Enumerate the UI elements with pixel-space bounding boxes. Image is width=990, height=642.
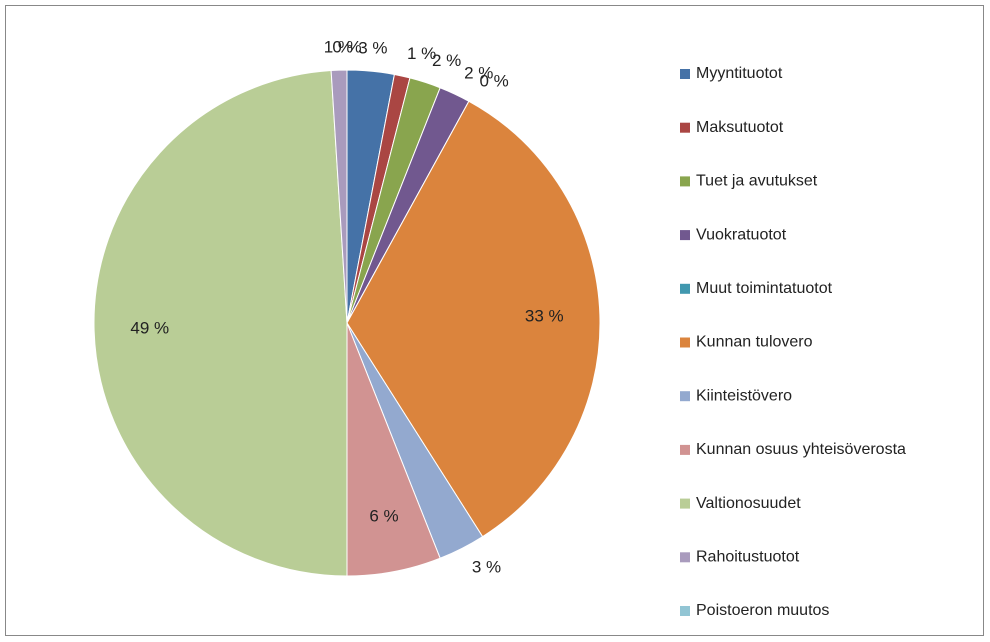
legend-label: Valtionosuudet [696,495,801,512]
legend-swatch [680,176,690,187]
data-label: 3 % [358,39,387,58]
legend-label: Muut toimintatuotot [696,280,833,297]
legend-label: Rahoitustuotot [696,549,800,566]
legend-label: Myyntituotot [696,65,783,82]
legend-label: Maksutuotot [696,119,784,136]
legend-swatch [680,606,690,616]
legend-swatch [680,444,690,455]
data-label: 1 % [407,44,436,63]
data-label: 2 % [464,64,493,83]
legend-swatch [680,230,690,241]
legend-swatch [680,122,690,133]
legend-swatch [680,337,690,348]
data-label: 0 % [479,72,508,91]
data-label: 49 % [130,319,169,338]
data-label: 0 % [332,37,361,56]
pie-slice [93,69,348,577]
data-label: 3 % [472,558,501,577]
legend-label: Kiinteistövero [696,387,792,404]
data-label: 33 % [525,306,564,325]
legend-label: Kunnan tulovero [696,334,813,351]
data-label: 2 % [432,51,461,70]
legend-swatch [680,498,690,509]
legend-swatch [680,552,690,563]
legend-swatch [680,283,690,294]
data-label: 1 % [324,38,353,57]
legend-swatch [680,391,690,402]
pie-slice [346,100,601,538]
legend-label: Kunnan osuus yhteisöverosta [696,441,906,458]
legend-label: Poistoeron muutos [696,602,829,619]
legend-label: Vuokratuotot [696,226,787,243]
legend-swatch [680,69,690,79]
data-label: 6 % [369,506,398,525]
legend-label: Tuet ja avutukset [696,173,818,190]
